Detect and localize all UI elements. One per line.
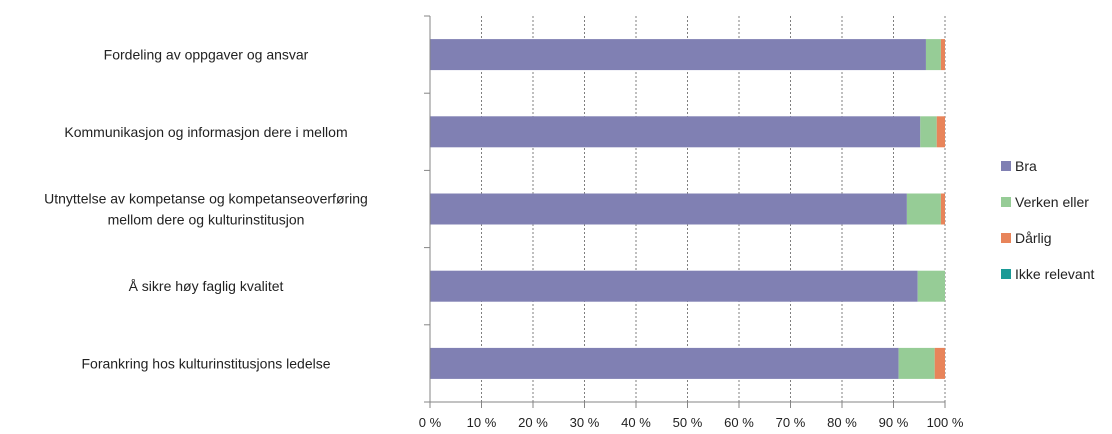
x-tick-label: 20 % [518,415,548,430]
legend-swatch [1001,161,1011,171]
bar-segment [430,193,907,225]
x-tick-label: 0 % [419,415,442,430]
bar-segment [430,116,921,148]
bar-segment [906,193,941,225]
category-label: Kommunikasjon og informasjon dere i mell… [64,124,347,140]
category-label: Å sikre høy faglig kvalitet [129,278,284,294]
legend-label: Verken eller [1015,194,1089,210]
legend-label: Dårlig [1015,230,1052,246]
bars [430,39,945,379]
bar-segment [940,193,945,225]
bar-segment [934,347,945,379]
x-tick-label: 80 % [827,415,857,430]
bar-segment [430,270,918,302]
bar-segment [917,270,945,302]
bar-segment [898,347,935,379]
legend-label: Ikke relevant [1015,266,1094,282]
x-tick-label: 90 % [879,415,909,430]
axes [424,15,946,408]
bar-segment [430,39,926,71]
x-tick-label: 10 % [467,415,497,430]
x-tick-label: 50 % [673,415,703,430]
category-label: Utnyttelse av kompetanse og kompetanseov… [44,191,368,207]
legend-swatch [1001,269,1011,279]
bar-segment [925,39,941,71]
category-label: Fordeling av oppgaver og ansvar [104,47,309,63]
x-tick-label: 100 % [927,415,964,430]
category-label: mellom dere og kulturinstitusjon [108,212,305,228]
legend-swatch [1001,197,1011,207]
category-label: Forankring hos kulturinstitusjons ledels… [81,355,330,371]
category-labels: Fordeling av oppgaver og ansvar Kommunika… [44,47,368,372]
bar-segment [940,39,945,71]
legend: Bra Verken eller Dårlig Ikke relevant [1001,158,1094,282]
x-tick-label: 40 % [621,415,651,430]
bar-segment [920,116,937,148]
x-tick-label: 30 % [570,415,600,430]
legend-swatch [1001,233,1011,243]
bar-segment [430,347,899,379]
x-tick-labels: 0 % 10 % 20 % 30 % 40 % 50 % 60 % 70 % 80 % 90 % 1… [419,415,964,430]
bar-segment [936,116,945,148]
legend-label: Bra [1015,158,1037,174]
x-tick-label: 60 % [724,415,754,430]
x-tick-label: 70 % [776,415,806,430]
